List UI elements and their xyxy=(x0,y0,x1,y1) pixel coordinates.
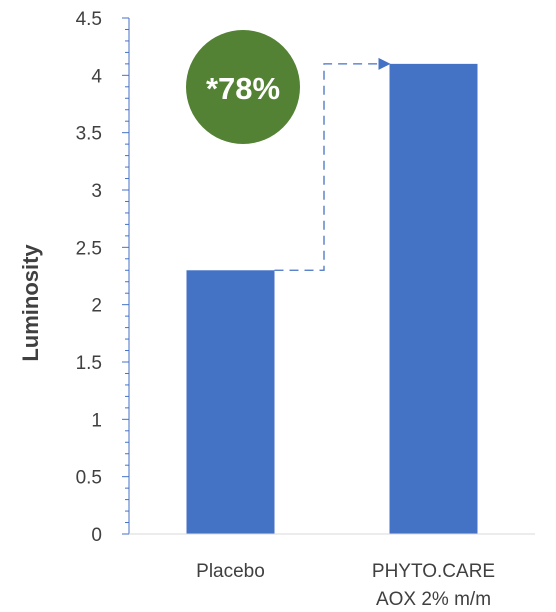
bars xyxy=(186,63,478,534)
y-axis-ticks: 0 0.5 1 1.5 2 2.5 3 3.5 4 4.5 xyxy=(76,9,129,546)
x-tick-label: Placebo xyxy=(196,561,265,582)
percent-badge xyxy=(186,30,300,144)
y-tick-label: 1 xyxy=(91,410,102,431)
percent-badge-label: *78% xyxy=(206,71,280,106)
arrowhead-icon xyxy=(378,57,391,70)
y-tick-label: 1.5 xyxy=(76,353,102,374)
bar xyxy=(389,63,478,534)
x-tick-label: AOX 2% m/m xyxy=(376,589,491,610)
y-tick-label: 4 xyxy=(91,66,102,87)
x-axis-labels: Placebo PHYTO.CARE AOX 2% m/m xyxy=(196,561,495,610)
y-axis-title: Luminosity xyxy=(18,244,43,362)
y-tick-label: 4.5 xyxy=(76,9,102,30)
x-tick-label: PHYTO.CARE xyxy=(372,561,495,582)
difference-arrow xyxy=(274,63,382,271)
y-tick-label: 2.5 xyxy=(76,238,102,259)
bar xyxy=(186,270,275,534)
y-tick-label: 3 xyxy=(91,181,102,202)
y-tick-label: 3.5 xyxy=(76,124,102,145)
y-tick-label: 0.5 xyxy=(76,468,102,489)
y-tick-label: 2 xyxy=(91,296,102,317)
y-tick-label: 0 xyxy=(91,525,102,546)
